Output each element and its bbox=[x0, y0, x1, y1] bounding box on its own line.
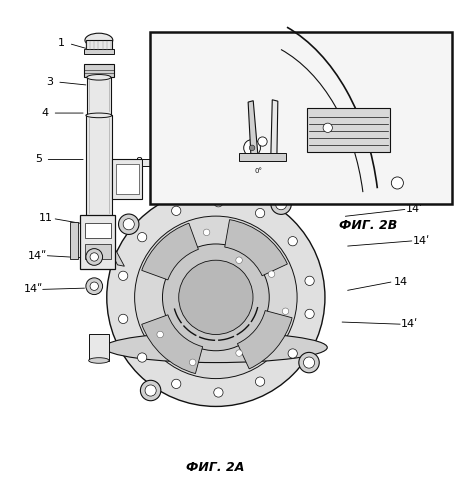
Circle shape bbox=[288, 349, 297, 358]
Bar bbox=[87, 78, 111, 116]
Bar bbox=[85, 223, 112, 238]
Circle shape bbox=[171, 206, 181, 216]
Circle shape bbox=[255, 377, 265, 386]
Bar bbox=[85, 244, 112, 260]
Circle shape bbox=[90, 282, 99, 290]
Circle shape bbox=[258, 137, 267, 146]
Circle shape bbox=[137, 353, 147, 362]
Ellipse shape bbox=[87, 74, 111, 80]
Circle shape bbox=[299, 352, 319, 373]
Text: 14ʺ: 14ʺ bbox=[28, 250, 47, 260]
Circle shape bbox=[123, 218, 134, 230]
Text: 13: 13 bbox=[422, 124, 435, 134]
Text: 0°: 0° bbox=[255, 168, 262, 174]
Text: 14ʹ: 14ʹ bbox=[401, 320, 418, 330]
Circle shape bbox=[119, 314, 128, 324]
Bar bbox=[116, 164, 139, 194]
Polygon shape bbox=[248, 100, 258, 156]
Bar bbox=[80, 215, 115, 268]
Circle shape bbox=[282, 308, 289, 314]
Circle shape bbox=[391, 177, 403, 189]
Text: 3: 3 bbox=[47, 77, 54, 87]
Circle shape bbox=[323, 123, 333, 132]
FancyBboxPatch shape bbox=[70, 222, 78, 260]
Text: 1: 1 bbox=[58, 38, 65, 48]
Bar bbox=[142, 160, 161, 166]
Bar bbox=[307, 108, 390, 152]
Circle shape bbox=[119, 271, 128, 280]
Text: 14: 14 bbox=[394, 276, 408, 286]
Circle shape bbox=[305, 276, 314, 285]
Bar bbox=[112, 160, 142, 199]
Text: 5: 5 bbox=[35, 154, 42, 164]
Bar bbox=[84, 50, 114, 54]
Circle shape bbox=[86, 248, 103, 266]
Circle shape bbox=[269, 271, 275, 278]
Circle shape bbox=[157, 331, 163, 338]
Circle shape bbox=[141, 380, 161, 400]
Wedge shape bbox=[142, 223, 198, 280]
Circle shape bbox=[90, 253, 99, 261]
Polygon shape bbox=[271, 100, 278, 156]
Text: ФИГ. 2В: ФИГ. 2В bbox=[339, 220, 397, 232]
Circle shape bbox=[119, 214, 139, 234]
Ellipse shape bbox=[86, 113, 112, 117]
Circle shape bbox=[255, 208, 265, 218]
Wedge shape bbox=[142, 315, 203, 374]
Circle shape bbox=[305, 309, 314, 318]
Circle shape bbox=[203, 229, 210, 235]
Circle shape bbox=[86, 278, 103, 294]
Ellipse shape bbox=[105, 332, 327, 362]
Circle shape bbox=[304, 357, 315, 368]
Text: 14ʹ: 14ʹ bbox=[406, 204, 423, 214]
Circle shape bbox=[179, 260, 253, 334]
Circle shape bbox=[163, 244, 269, 350]
Wedge shape bbox=[225, 220, 287, 276]
Text: 4: 4 bbox=[42, 108, 49, 118]
Circle shape bbox=[276, 198, 287, 210]
Text: ФИГ. 2А: ФИГ. 2А bbox=[186, 461, 244, 474]
Bar bbox=[150, 32, 452, 204]
Circle shape bbox=[288, 236, 297, 246]
Text: 14ʺ: 14ʺ bbox=[23, 284, 42, 294]
Circle shape bbox=[171, 379, 181, 388]
Circle shape bbox=[107, 188, 325, 406]
Circle shape bbox=[236, 350, 242, 356]
Text: 8: 8 bbox=[135, 157, 142, 167]
Circle shape bbox=[145, 385, 156, 396]
Circle shape bbox=[190, 359, 196, 366]
Polygon shape bbox=[94, 218, 124, 266]
Bar bbox=[86, 40, 112, 50]
Circle shape bbox=[244, 140, 261, 156]
Circle shape bbox=[236, 257, 242, 264]
Circle shape bbox=[214, 388, 223, 397]
Ellipse shape bbox=[89, 358, 109, 364]
Circle shape bbox=[249, 145, 255, 150]
Bar bbox=[86, 116, 112, 218]
Bar bbox=[84, 64, 114, 78]
Bar bbox=[239, 152, 286, 161]
Text: 14ʹ: 14ʹ bbox=[413, 236, 430, 246]
Ellipse shape bbox=[85, 33, 113, 47]
Circle shape bbox=[214, 198, 223, 207]
Circle shape bbox=[137, 232, 147, 242]
Circle shape bbox=[271, 194, 291, 214]
Wedge shape bbox=[237, 310, 292, 369]
Bar bbox=[89, 334, 109, 361]
Circle shape bbox=[134, 216, 297, 378]
Text: 11: 11 bbox=[38, 214, 52, 224]
